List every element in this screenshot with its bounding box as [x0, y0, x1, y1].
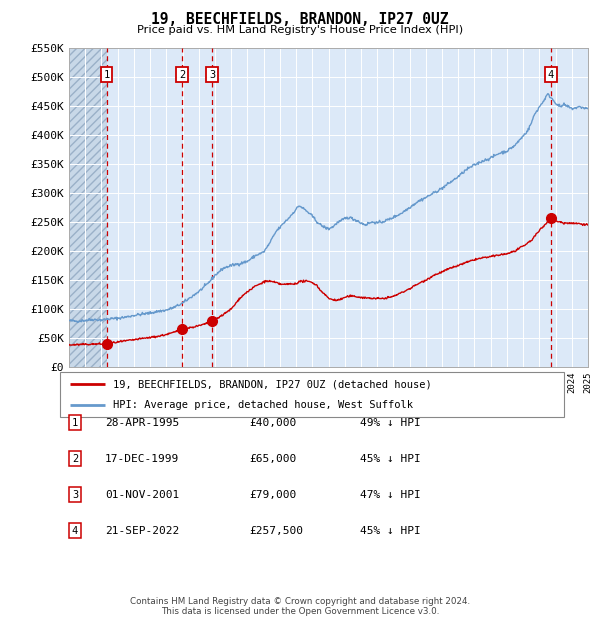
Text: 21-SEP-2022: 21-SEP-2022: [105, 526, 179, 536]
Text: 45% ↓ HPI: 45% ↓ HPI: [360, 454, 421, 464]
Text: £257,500: £257,500: [249, 526, 303, 536]
Text: 2: 2: [72, 454, 78, 464]
Text: 19, BEECHFIELDS, BRANDON, IP27 0UZ (detached house): 19, BEECHFIELDS, BRANDON, IP27 0UZ (deta…: [113, 379, 431, 389]
Text: 17-DEC-1999: 17-DEC-1999: [105, 454, 179, 464]
Text: This data is licensed under the Open Government Licence v3.0.: This data is licensed under the Open Gov…: [161, 607, 439, 616]
Text: 4: 4: [72, 526, 78, 536]
Text: 1: 1: [104, 70, 110, 80]
Bar: [69, 48, 107, 367]
Text: £79,000: £79,000: [249, 490, 296, 500]
Text: HPI: Average price, detached house, West Suffolk: HPI: Average price, detached house, West…: [113, 399, 413, 410]
Text: 2: 2: [179, 70, 185, 80]
Text: 28-APR-1995: 28-APR-1995: [105, 418, 179, 428]
Text: Contains HM Land Registry data © Crown copyright and database right 2024.: Contains HM Land Registry data © Crown c…: [130, 597, 470, 606]
Text: 19, BEECHFIELDS, BRANDON, IP27 0UZ: 19, BEECHFIELDS, BRANDON, IP27 0UZ: [151, 12, 449, 27]
Text: 4: 4: [548, 70, 554, 80]
Text: 45% ↓ HPI: 45% ↓ HPI: [360, 526, 421, 536]
Text: Price paid vs. HM Land Registry's House Price Index (HPI): Price paid vs. HM Land Registry's House …: [137, 25, 463, 35]
Text: 3: 3: [72, 490, 78, 500]
Text: 1: 1: [72, 418, 78, 428]
Text: 47% ↓ HPI: 47% ↓ HPI: [360, 490, 421, 500]
Text: 3: 3: [209, 70, 215, 80]
Text: £65,000: £65,000: [249, 454, 296, 464]
Text: 49% ↓ HPI: 49% ↓ HPI: [360, 418, 421, 428]
Text: £40,000: £40,000: [249, 418, 296, 428]
Text: 01-NOV-2001: 01-NOV-2001: [105, 490, 179, 500]
